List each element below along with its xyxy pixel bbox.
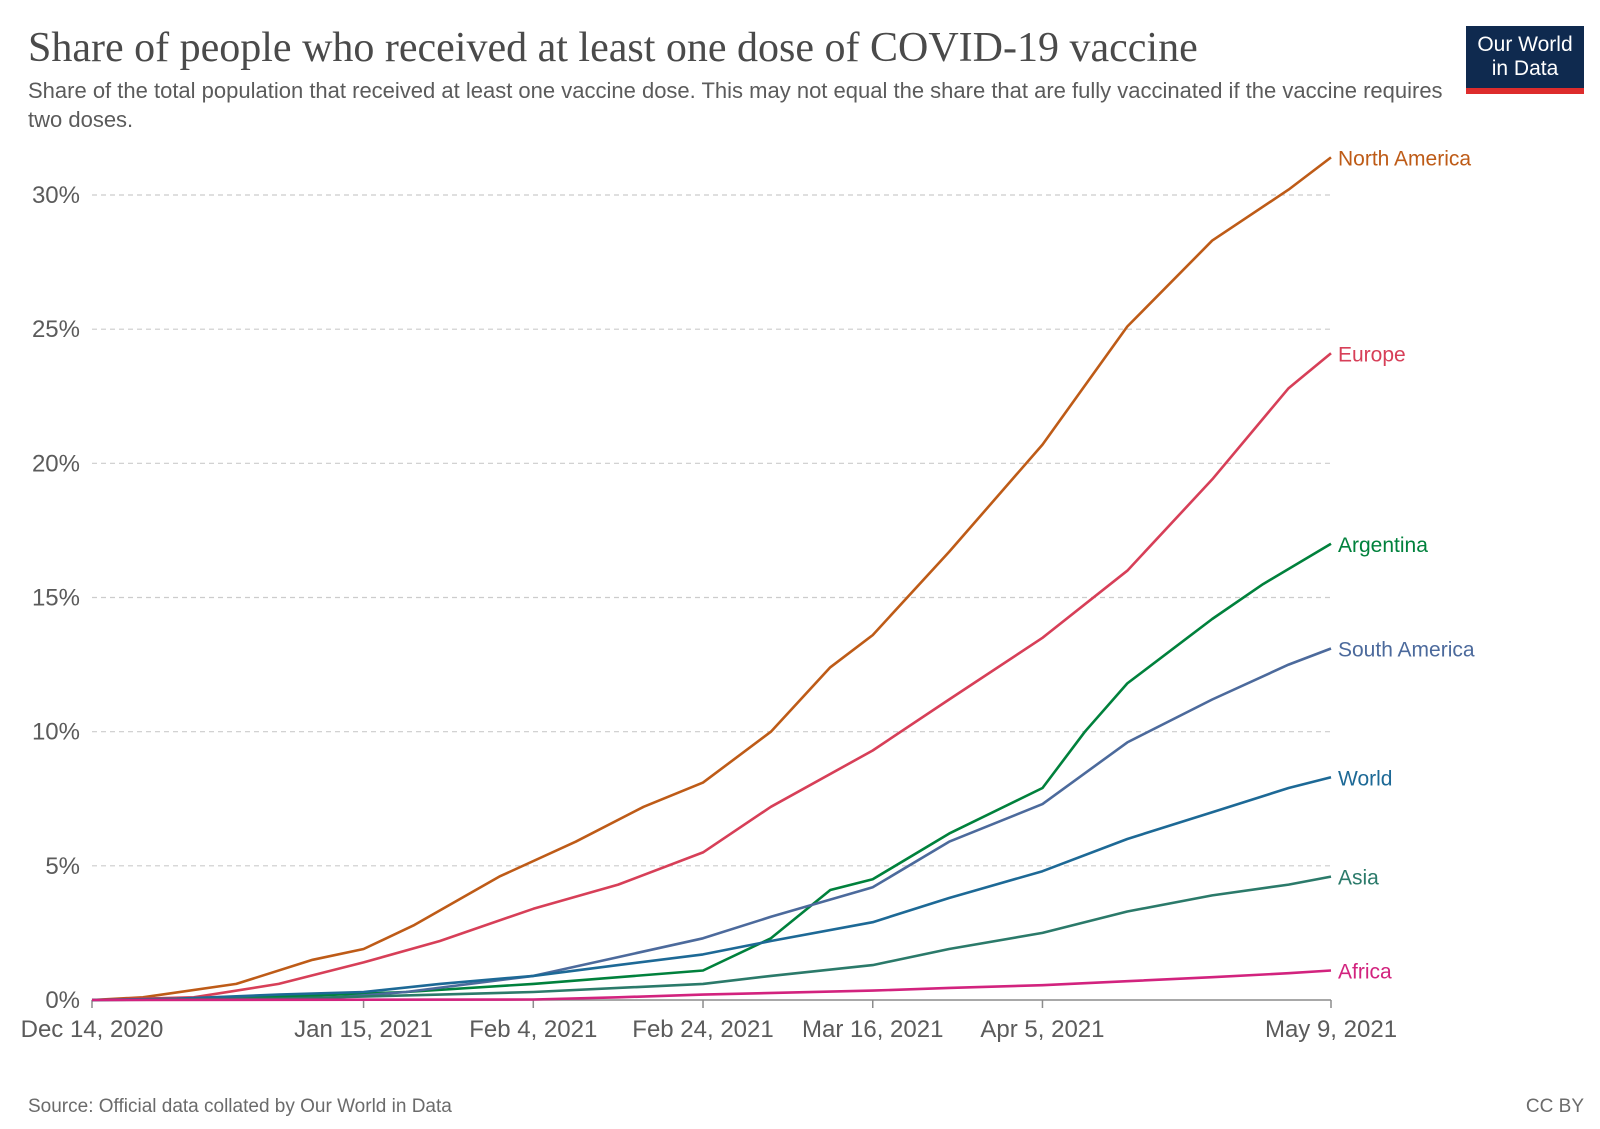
chart-title: Share of people who received at least on… xyxy=(28,25,1198,71)
source-note[interactable]: Source: Official data collated by Our Wo… xyxy=(28,1096,452,1117)
series-line-south-america[interactable] xyxy=(91,647,1332,1002)
x-tick-label: Feb 4, 2021 xyxy=(469,1016,597,1043)
series-label-world[interactable]: World xyxy=(1338,767,1392,790)
series-label-south-america[interactable]: South America xyxy=(1338,638,1475,661)
grid-lines xyxy=(92,194,1331,867)
chart-subtitle: Share of the total population that recei… xyxy=(28,78,1443,132)
series-line-argentina[interactable] xyxy=(91,542,1332,1002)
y-tick-label: 20% xyxy=(32,450,80,477)
series-lines xyxy=(91,156,1332,1002)
series-line-europe[interactable] xyxy=(91,352,1332,1002)
x-tick-label: Feb 24, 2021 xyxy=(632,1016,773,1043)
logo-accent-bar xyxy=(1466,88,1584,94)
y-tick-label: 10% xyxy=(32,719,80,746)
series-label-europe[interactable]: Europe xyxy=(1338,343,1406,366)
series-line-world[interactable] xyxy=(91,776,1332,1002)
y-tick-label: 5% xyxy=(45,853,80,880)
series-label-argentina[interactable]: Argentina xyxy=(1338,534,1428,557)
owid-logo[interactable]: Our World in Data xyxy=(1466,26,1584,94)
x-tick-label: May 9, 2021 xyxy=(1265,1016,1397,1043)
series-line-africa[interactable] xyxy=(91,969,1332,1002)
license-link[interactable]: CC BY xyxy=(1525,1096,1584,1117)
x-tick-label: Jan 15, 2021 xyxy=(294,1016,433,1043)
x-tick-label: Dec 14, 2020 xyxy=(21,1016,164,1043)
series-line-north-america[interactable] xyxy=(91,156,1332,1002)
series-line-asia[interactable] xyxy=(91,875,1332,1002)
series-labels: North America Europe Argentina South Americ… xyxy=(1338,147,1475,983)
y-tick-label: 15% xyxy=(32,585,80,612)
series-label-north-america[interactable]: North America xyxy=(1338,147,1471,170)
logo-line-1: Our World xyxy=(1477,33,1573,56)
y-axis: 0% 5% 10% 15% 20% 25% 30% xyxy=(32,182,80,1014)
y-tick-label: 0% xyxy=(45,987,80,1014)
x-tick-label: Apr 5, 2021 xyxy=(980,1016,1104,1043)
x-tick-label: Mar 16, 2021 xyxy=(802,1016,943,1043)
logo-line-2: in Data xyxy=(1491,57,1559,80)
y-tick-label: 25% xyxy=(32,316,80,343)
x-axis: Dec 14, 2020 Jan 15, 2021 Feb 4, 2021 Feb 2… xyxy=(21,999,1397,1043)
y-tick-label: 30% xyxy=(32,182,80,209)
series-label-africa[interactable]: Africa xyxy=(1338,960,1392,983)
series-label-asia[interactable]: Asia xyxy=(1338,867,1379,890)
